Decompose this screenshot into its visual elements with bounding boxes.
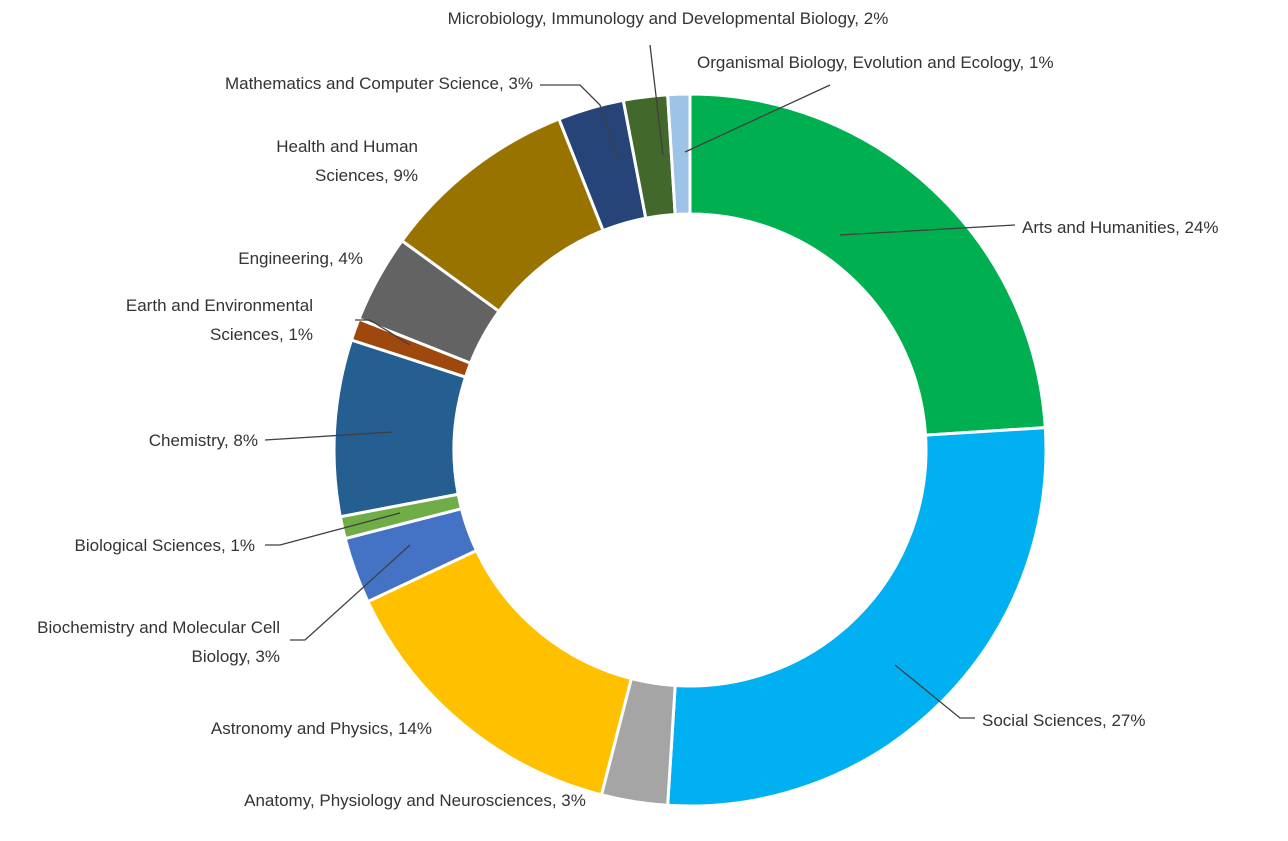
data-label: Chemistry, 8% xyxy=(148,430,258,450)
data-label: Earth and Environmental Sciences, 1% xyxy=(125,295,313,344)
leader-line xyxy=(264,431,394,441)
data-label: Health and Human Sciences, 9% xyxy=(276,136,418,185)
data-label: Engineering, 4% xyxy=(238,248,363,268)
donut-segment xyxy=(365,548,634,797)
data-label: Biological Sciences, 1% xyxy=(74,535,255,555)
leader-line xyxy=(839,224,1016,236)
data-label: Social Sciences, 27% xyxy=(982,710,1146,730)
leader-line xyxy=(290,544,411,641)
leader-line xyxy=(684,84,831,153)
leader-line xyxy=(355,319,411,346)
data-label: Astronomy and Physics, 14% xyxy=(210,718,432,738)
data-label: Anatomy, Physiology and Neurosciences, 3… xyxy=(244,790,586,810)
data-label: Arts and Humanities, 24% xyxy=(1022,217,1219,237)
donut-segment xyxy=(688,92,1047,437)
leader-line xyxy=(540,84,619,161)
donut-segment xyxy=(666,92,692,217)
data-label: Microbiology, Immunology and Development… xyxy=(447,8,889,28)
leader-line xyxy=(894,664,975,719)
donut-segment xyxy=(666,426,1048,808)
leader-line xyxy=(265,512,401,546)
data-label: Biochemistry and Molecular Cell Biology,… xyxy=(37,617,280,666)
data-label: Mathematics and Computer Science, 3% xyxy=(224,73,533,93)
leader-line xyxy=(649,44,664,156)
data-label: Organismal Biology, Evolution and Ecolog… xyxy=(697,52,1054,72)
